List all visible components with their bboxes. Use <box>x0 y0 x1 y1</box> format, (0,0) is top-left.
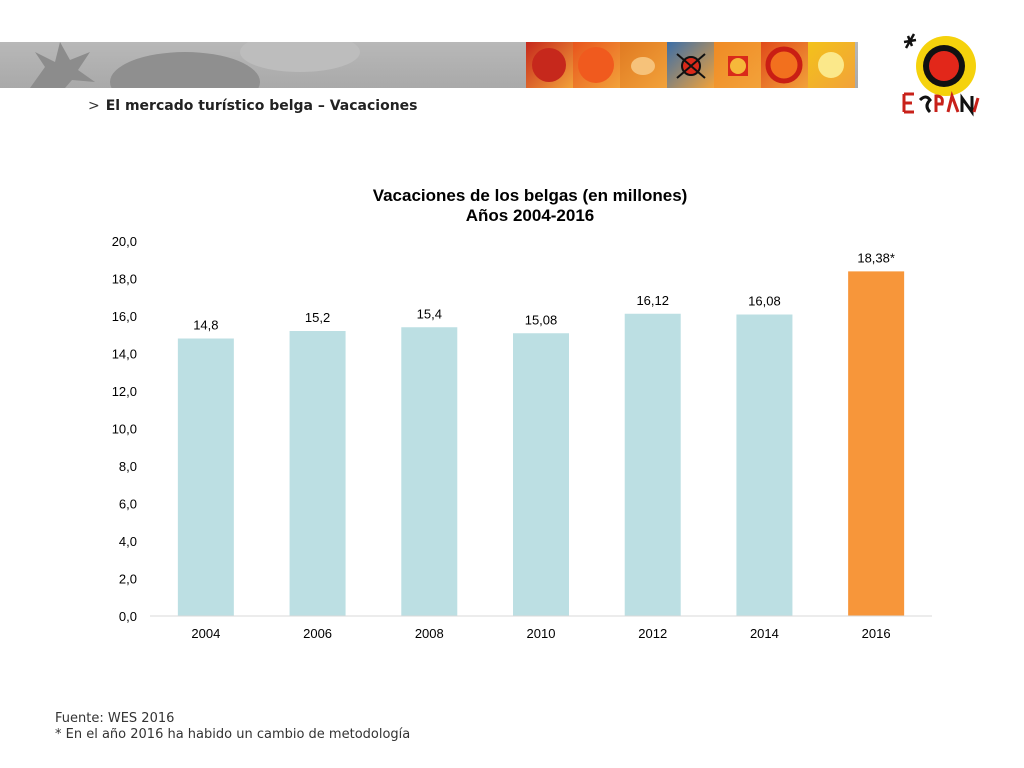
banner-decoration <box>30 42 360 88</box>
footnotes: Fuente: WES 2016 * En el año 2016 ha hab… <box>55 711 410 743</box>
section-title: > El mercado turístico belga – Vacaciones <box>88 98 418 114</box>
banner-tile <box>526 42 573 88</box>
banner-tile <box>808 42 855 88</box>
banner-tile <box>714 42 761 88</box>
x-tick-label: 2014 <box>750 626 779 641</box>
data-labels: 14,8 15,2 15,4 15,08 16,12 16,08 18,38* <box>193 250 895 332</box>
y-tick-label: 0,0 <box>119 609 137 624</box>
x-tick-label: 2008 <box>415 626 444 641</box>
banner-tile <box>667 42 714 88</box>
x-tick-label: 2004 <box>191 626 220 641</box>
chart-title: Vacaciones de los belgas (en millones) <box>373 186 688 205</box>
data-label: 15,2 <box>305 310 330 325</box>
y-tick-label: 6,0 <box>119 497 137 512</box>
chart-subtitle: Años 2004-2016 <box>466 206 595 225</box>
methodology-note: * En el año 2016 ha habido un cambio de … <box>55 727 411 742</box>
data-label: 16,12 <box>636 293 669 308</box>
x-axis: 2004 2006 2008 2010 2012 2014 2016 <box>191 626 890 641</box>
y-tick-label: 18,0 <box>112 272 137 287</box>
x-tick-label: 2016 <box>862 626 891 641</box>
espana-logo <box>896 30 980 120</box>
y-axis: 0,0 2,0 4,0 6,0 8,0 10,0 12,0 14,0 16,0 18,0 20,0 <box>112 234 137 624</box>
banner-tiles <box>526 42 855 88</box>
data-label: 18,38* <box>857 250 895 265</box>
source-note: Fuente: WES 2016 <box>55 711 175 726</box>
bar <box>513 333 569 616</box>
data-label: 15,08 <box>525 312 558 327</box>
y-tick-label: 8,0 <box>119 459 137 474</box>
banner-tile <box>620 42 667 88</box>
banner-tile <box>573 42 620 88</box>
bar <box>624 313 681 616</box>
data-label: 15,4 <box>417 306 442 321</box>
y-tick-label: 16,0 <box>112 309 137 324</box>
bar <box>289 331 346 616</box>
y-tick-label: 20,0 <box>112 234 137 249</box>
y-tick-label: 4,0 <box>119 534 137 549</box>
bar <box>177 338 234 616</box>
bar <box>848 271 905 616</box>
data-label: 14,8 <box>193 318 218 333</box>
bar <box>401 327 458 616</box>
y-tick-label: 14,0 <box>112 347 137 362</box>
y-tick-label: 10,0 <box>112 422 137 437</box>
x-tick-label: 2006 <box>303 626 332 641</box>
y-tick-label: 12,0 <box>112 384 137 399</box>
y-tick-label: 2,0 <box>119 572 137 587</box>
bar <box>736 314 793 616</box>
data-label: 16,08 <box>748 294 781 309</box>
x-tick-label: 2010 <box>527 626 556 641</box>
x-tick-label: 2012 <box>638 626 667 641</box>
banner-tile <box>761 42 808 88</box>
section-title-text: El mercado turístico belga – Vacaciones <box>105 98 418 114</box>
bars <box>177 271 905 616</box>
section-separator: > <box>88 98 100 114</box>
